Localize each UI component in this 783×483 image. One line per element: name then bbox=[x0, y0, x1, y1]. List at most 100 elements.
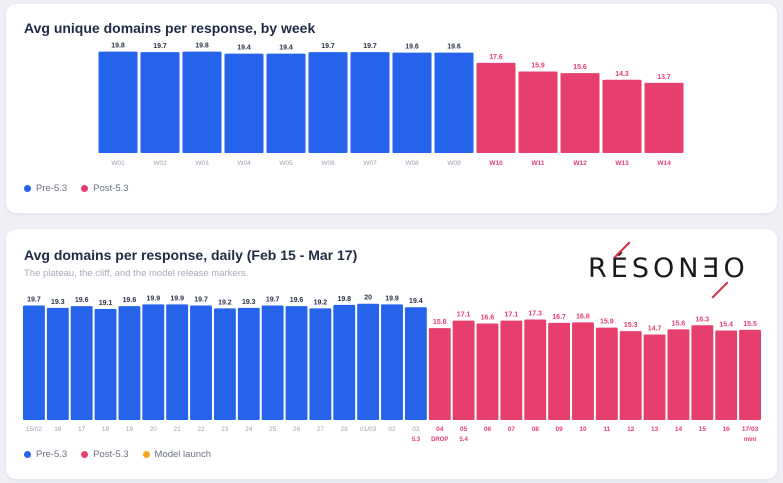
x-tick-label: 12 bbox=[627, 426, 635, 433]
bar-value-label: 19.7 bbox=[27, 296, 41, 303]
x-tick-label: 14 bbox=[675, 426, 683, 433]
bar-08 bbox=[524, 319, 547, 420]
bar-W03 bbox=[182, 51, 222, 153]
bar-17 bbox=[70, 306, 93, 420]
bar-02 bbox=[381, 304, 403, 420]
daily-chart-subtitle: The plateau, the cliff, and the model re… bbox=[24, 268, 249, 279]
bar-value-label: 19.4 bbox=[279, 45, 293, 52]
x-tick-label: 28 bbox=[341, 426, 349, 433]
bar-22 bbox=[190, 305, 212, 420]
x-tick-label: 23 bbox=[221, 426, 229, 433]
legend-item-pre: Pre-5.3 bbox=[24, 183, 67, 194]
x-tick-label: 02 bbox=[388, 426, 396, 433]
legend-dot-post bbox=[81, 451, 89, 458]
bar-value-label: 17.3 bbox=[528, 310, 542, 317]
legend-dot-pre bbox=[24, 451, 31, 458]
legend-label-pre: Pre-5.3 bbox=[36, 449, 68, 460]
bar-04 bbox=[428, 328, 451, 420]
bar-value-label: 19.4 bbox=[237, 45, 251, 52]
bar-19 bbox=[118, 306, 141, 420]
bar-value-label: 15.9 bbox=[600, 319, 614, 326]
x-tick-label: W04 bbox=[237, 160, 251, 167]
x-tick-label: W13 bbox=[615, 160, 629, 167]
x-tick-label: 10 bbox=[579, 426, 587, 433]
x-tick-label: 07 bbox=[508, 426, 516, 433]
bar-16 bbox=[46, 307, 69, 420]
x-tick-label: 22 bbox=[197, 426, 205, 433]
x-tick-label: 06 bbox=[484, 426, 492, 433]
bar-value-label: 15.8 bbox=[433, 319, 447, 326]
bar-13 bbox=[643, 334, 666, 420]
x-tick-label: W14 bbox=[657, 160, 671, 167]
bar-value-label: 19.9 bbox=[170, 295, 184, 302]
bar-value-label: 15.6 bbox=[573, 64, 587, 71]
bar-value-label: 15.3 bbox=[624, 322, 638, 329]
bar-value-label: 19.6 bbox=[405, 44, 419, 51]
bar-24 bbox=[237, 307, 260, 420]
bar-26 bbox=[285, 306, 308, 420]
bar-value-label: 15.6 bbox=[672, 320, 686, 327]
x-tick-label: 05 bbox=[460, 426, 468, 433]
x-tick-label: 15 bbox=[699, 426, 707, 433]
bar-20 bbox=[142, 304, 165, 420]
bar-25 bbox=[261, 305, 284, 420]
x-tick-label: W02 bbox=[153, 160, 167, 167]
bar-W13 bbox=[602, 79, 642, 153]
bar-value-label: 19.2 bbox=[218, 299, 232, 306]
bar-value-label: 15.9 bbox=[531, 63, 545, 70]
bar-value-label: 19.4 bbox=[409, 298, 423, 305]
bar-value-label: 17.1 bbox=[505, 312, 519, 319]
x-tick-label: W07 bbox=[363, 160, 377, 167]
x-tick-annotation: DROP bbox=[431, 437, 448, 443]
bar-W14 bbox=[644, 82, 684, 153]
x-tick-label: 08 bbox=[532, 426, 540, 433]
legend-item-post: Post-5.3 bbox=[81, 183, 129, 194]
bar-value-label: 19.7 bbox=[194, 296, 208, 303]
weekly-chart-card: Avg unique domains per response, by week… bbox=[6, 4, 777, 213]
x-tick-label: 16 bbox=[54, 426, 62, 433]
bar-W10 bbox=[476, 62, 516, 154]
bar-value-label: 17.6 bbox=[489, 54, 503, 61]
bar-value-label: 20 bbox=[364, 295, 372, 302]
bar-value-label: 19.8 bbox=[337, 296, 351, 303]
daily-chart-title: Avg domains per response, daily (Feb 15 … bbox=[24, 247, 358, 263]
bar-14 bbox=[667, 329, 690, 420]
x-tick-annotation: 5.4 bbox=[459, 437, 468, 443]
bar-W12 bbox=[560, 73, 600, 153]
bar-W08 bbox=[392, 52, 432, 153]
x-tick-label: 27 bbox=[317, 426, 325, 433]
legend-label-post: Post-5.3 bbox=[93, 183, 129, 194]
bar-value-label: 16.7 bbox=[552, 314, 566, 321]
x-tick-label: 09 bbox=[555, 426, 563, 433]
bar-W05 bbox=[266, 53, 306, 153]
weekly-chart-title: Avg unique domains per response, by week bbox=[24, 20, 316, 36]
bar-value-label: 19.8 bbox=[111, 43, 125, 50]
bar-10 bbox=[572, 322, 594, 420]
bar-value-label: 15.4 bbox=[719, 321, 733, 328]
x-tick-label: 20 bbox=[150, 426, 158, 433]
legend-item-model-launch: Model launch bbox=[142, 449, 211, 460]
x-tick-label: W01 bbox=[111, 160, 125, 167]
x-tick-label: 19 bbox=[126, 426, 134, 433]
x-tick-label: 17/03 bbox=[742, 426, 759, 433]
bar-value-label: 19.7 bbox=[153, 43, 167, 50]
x-tick-label: 11 bbox=[603, 426, 610, 433]
bar-06 bbox=[476, 323, 499, 420]
x-tick-label: W11 bbox=[531, 160, 544, 167]
bar-value-label: 19.7 bbox=[363, 43, 377, 50]
bar-value-label: 19.9 bbox=[146, 295, 160, 302]
daily-legend: Pre-5.3 Post-5.3 Model launch bbox=[24, 449, 211, 460]
bar-W01 bbox=[98, 51, 138, 153]
daily-chart-card: Avg domains per response, daily (Feb 15 … bbox=[6, 229, 777, 479]
legend-dot-pre bbox=[24, 185, 31, 192]
bar-11 bbox=[595, 327, 618, 420]
legend-dot-model-launch bbox=[142, 451, 150, 458]
daily-bar-chart: 19.7 15/02 19.3 16 19.6 17 19.1 18 19.6 19 19.9 20 1… bbox=[23, 295, 761, 443]
bar-17/03 bbox=[739, 329, 761, 420]
bar-value-label: 16.8 bbox=[576, 313, 590, 320]
x-tick-label: W10 bbox=[489, 160, 503, 167]
bar-value-label: 19.6 bbox=[123, 297, 137, 304]
bar-W11 bbox=[518, 71, 558, 153]
bar-value-label: 19.7 bbox=[266, 296, 280, 303]
x-tick-label: 16 bbox=[723, 426, 731, 433]
